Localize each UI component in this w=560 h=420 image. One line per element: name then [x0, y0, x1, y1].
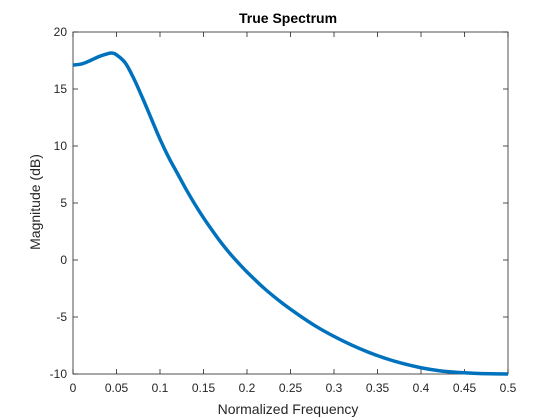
x-tick-label: 0.4	[413, 381, 430, 395]
series-line-0	[72, 51, 509, 376]
y-tick-label: 10	[54, 139, 68, 153]
x-tick-label: 0.25	[279, 381, 303, 395]
chart-title: True Spectrum	[239, 10, 337, 26]
x-axis-ticks: 0 0.05 0.1 0.15 0.2 0.25 0.3 0.35 0.4 0.45 0.5	[70, 32, 517, 395]
axes-box	[72, 31, 509, 375]
x-tick-label: 0.15	[192, 381, 216, 395]
y-tick-label: 5	[60, 196, 67, 210]
y-tick-label: -10	[50, 367, 68, 381]
y-axis-ticks: -10 -5 0 5 10 15 20	[50, 25, 508, 381]
y-tick-label: 0	[60, 253, 67, 267]
x-tick-label: 0	[70, 381, 77, 395]
y-axis-label: Magnitude (dB)	[27, 154, 43, 250]
x-tick-label: 0.45	[453, 381, 477, 395]
series-layer	[72, 51, 509, 376]
x-tick-label: 0.5	[500, 381, 517, 395]
y-tick-label: 20	[54, 25, 68, 39]
x-tick-label: 0.1	[152, 381, 169, 395]
y-tick-label: -5	[56, 310, 67, 324]
x-tick-label: 0.05	[105, 381, 129, 395]
x-axis-label: Normalized Frequency	[218, 401, 359, 417]
x-tick-label: 0.35	[366, 381, 390, 395]
plot-area: 0 0.05 0.1 0.15 0.2 0.25 0.3 0.35 0.4 0.45 0.5 -10…	[50, 25, 517, 395]
x-tick-label: 0.2	[239, 381, 256, 395]
y-tick-label: 15	[54, 82, 68, 96]
x-tick-label: 0.3	[326, 381, 343, 395]
